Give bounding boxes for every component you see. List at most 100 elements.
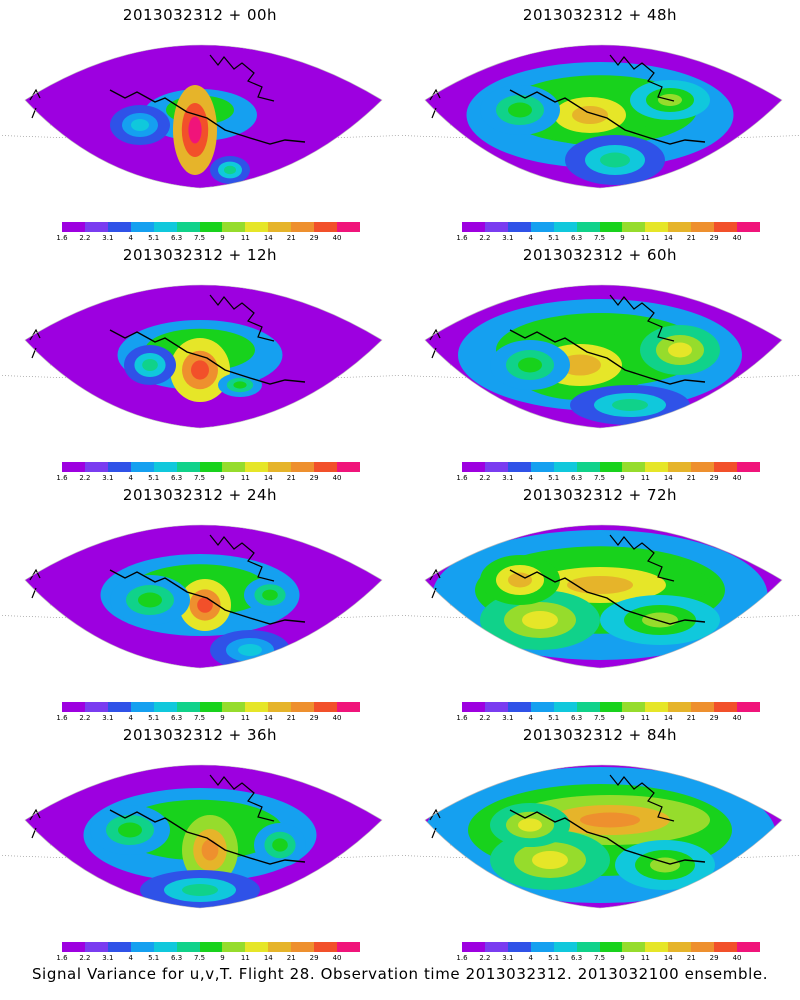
variance-contour xyxy=(559,354,601,376)
colorbar-tick-label: 2.2 xyxy=(479,714,491,722)
colorbar-swatch xyxy=(314,222,338,232)
colorbar-tick-label: 21 xyxy=(686,234,696,242)
colorbar-swatch xyxy=(599,222,623,232)
colorbar-swatch xyxy=(599,702,623,712)
colorbar-tick-label: 29 xyxy=(709,474,719,482)
colorbar-tick-label: 2.2 xyxy=(479,474,491,482)
colorbar-swatch xyxy=(462,222,485,232)
colorbar-swatch xyxy=(337,942,360,952)
colorbar-labels: 1.6 2.2 3.1 4 5.1 6.3 7.5 9 11 14 21 29 40 xyxy=(456,474,760,484)
variance-contour xyxy=(201,839,219,861)
colorbar xyxy=(62,462,360,472)
colorbar-labels: 1.6 2.2 3.1 4 5.1 6.3 7.5 9 11 14 21 29 40 xyxy=(456,234,760,244)
colorbar-tick-label: 40 xyxy=(332,954,342,962)
colorbar-tick-label: 11 xyxy=(640,234,650,242)
colorbar-tick-label: 4 xyxy=(528,474,533,482)
panel-84h: 2013032312 + 84h 1.6 2.2 3.1 4 5.1 6.3 7.5 9 11 1… xyxy=(400,720,800,962)
colorbar-tick-label: 2.2 xyxy=(479,954,491,962)
variance-contour xyxy=(508,572,532,588)
colorbar-swatch xyxy=(645,222,669,232)
coastline xyxy=(29,808,41,839)
map-outline xyxy=(24,44,383,189)
colorbar-tick-label: 6.3 xyxy=(571,954,583,962)
colorbar-tick-label: 11 xyxy=(240,954,250,962)
colorbar-tick-label: 4 xyxy=(128,234,133,242)
colorbar-tick-label: 5.1 xyxy=(148,954,160,962)
colorbar-tick-label: 21 xyxy=(686,954,696,962)
colorbar-swatch xyxy=(622,222,646,232)
coastline xyxy=(209,294,275,342)
panel-title: 2013032312 + 72h xyxy=(522,486,678,504)
colorbar-swatch xyxy=(576,462,600,472)
colorbar-swatch xyxy=(153,462,177,472)
coastline xyxy=(509,329,706,385)
colorbar-tick-label: 11 xyxy=(640,474,650,482)
map-outline xyxy=(24,284,383,429)
colorbar-swatch xyxy=(314,942,338,952)
colorbar-labels: 1.6 2.2 3.1 4 5.1 6.3 7.5 9 11 14 21 29 40 xyxy=(56,714,360,724)
colorbar-tick-label: 5.1 xyxy=(548,234,560,242)
colorbar-swatch xyxy=(245,702,269,712)
colorbar-swatch xyxy=(107,462,131,472)
coastline xyxy=(29,88,41,119)
colorbar-tick-label: 14 xyxy=(263,234,273,242)
colorbar-swatch xyxy=(314,702,338,712)
variance-contour xyxy=(197,597,213,613)
colorbar-swatch xyxy=(714,942,738,952)
colorbar-tick-label: 11 xyxy=(240,714,250,722)
colorbar-swatch xyxy=(84,702,108,712)
coastline xyxy=(609,534,675,582)
colorbar-swatch xyxy=(153,222,177,232)
colorbar-tick-label: 1.6 xyxy=(56,714,68,722)
colorbar-swatch xyxy=(622,942,646,952)
map-outline xyxy=(424,524,783,669)
colorbar-swatch xyxy=(645,942,669,952)
colorbar-tick-label: 2.2 xyxy=(79,234,91,242)
colorbar-tick-label: 40 xyxy=(732,714,742,722)
coastline xyxy=(109,329,306,385)
variance-contour xyxy=(518,357,542,373)
colorbar-tick-label: 1.6 xyxy=(56,954,68,962)
coastline xyxy=(609,774,675,822)
colorbar-tick-label: 14 xyxy=(663,714,673,722)
variance-map xyxy=(400,764,800,909)
variance-contour xyxy=(224,165,236,175)
colorbar-tick-label: 3.1 xyxy=(502,234,514,242)
colorbar-swatch xyxy=(337,222,360,232)
colorbar-tick-label: 2.2 xyxy=(79,954,91,962)
variance-contour xyxy=(238,644,262,656)
colorbar-swatch xyxy=(245,222,269,232)
coastline xyxy=(109,569,306,625)
colorbar-swatch xyxy=(291,942,315,952)
panel-title: 2013032312 + 48h xyxy=(522,6,678,24)
colorbar-tick-label: 5.1 xyxy=(148,714,160,722)
colorbar-tick-label: 7.5 xyxy=(193,234,206,242)
colorbar-swatch xyxy=(222,702,246,712)
colorbar-swatch xyxy=(62,462,85,472)
colorbar-swatch xyxy=(107,942,131,952)
colorbar-tick-label: 9 xyxy=(620,474,625,482)
variance-map xyxy=(400,44,800,189)
variance-map xyxy=(400,284,800,429)
colorbar-tick-label: 5.1 xyxy=(548,714,560,722)
colorbar-swatch xyxy=(714,462,738,472)
colorbar-tick-label: 1.6 xyxy=(456,474,468,482)
colorbar-labels: 1.6 2.2 3.1 4 5.1 6.3 7.5 9 11 14 21 29 40 xyxy=(456,954,760,964)
coastline xyxy=(609,294,675,342)
colorbar-swatch xyxy=(691,702,715,712)
colorbar-swatch xyxy=(553,702,577,712)
panel-title: 2013032312 + 00h xyxy=(122,6,278,24)
colorbar-tick-label: 7.5 xyxy=(593,234,606,242)
variance-contour xyxy=(522,611,558,629)
panel-24h: 2013032312 + 24h 1.6 2.2 3.1 4 5.1 6.3 7.5 9 11 1… xyxy=(0,480,400,722)
panel-00h: 2013032312 + 00h 1.6 2.2 3.1 4 5.1 6.3 7.5 9 11 1… xyxy=(0,0,400,242)
colorbar-swatch xyxy=(507,222,531,232)
colorbar-tick-label: 29 xyxy=(309,954,319,962)
colorbar-swatch xyxy=(199,462,223,472)
coastline xyxy=(209,54,275,102)
panel-72h: 2013032312 + 72h 1.6 2.2 3.1 4 5.1 6.3 7.5 9 11 1… xyxy=(400,480,800,722)
colorbar-swatch xyxy=(130,222,154,232)
map-outline xyxy=(424,44,783,189)
coastline xyxy=(209,534,275,582)
panel-48h: 2013032312 + 48h 1.6 2.2 3.1 4 5.1 6.3 7.5 9 11 1… xyxy=(400,0,800,242)
